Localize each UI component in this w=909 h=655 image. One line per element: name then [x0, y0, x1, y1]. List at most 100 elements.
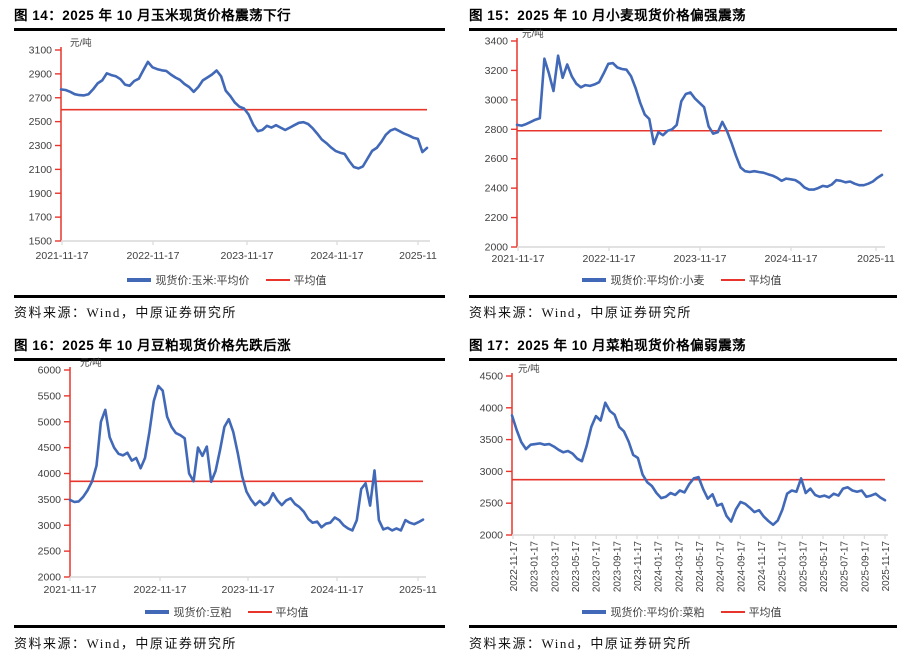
x-tick-label: 2024-09-17	[736, 541, 747, 593]
figure-17-bottom-rule	[469, 625, 897, 628]
y-tick-label: 3000	[485, 94, 509, 106]
figure-15-bottom-rule	[469, 295, 897, 298]
blue-line-swatch	[582, 610, 607, 614]
x-tick-label: 2025-11	[399, 250, 437, 262]
x-tick-label: 2022-11-17	[134, 584, 187, 596]
figure-14-legend: 现货价:玉米:平均价 平均值	[0, 272, 454, 288]
figure-15-legend: 现货价:平均价:小麦 平均值	[455, 272, 909, 288]
y-tick-label: 2600	[485, 153, 509, 165]
x-tick-label: 2022-11-17	[583, 253, 636, 265]
figure-17-title-rule	[469, 358, 897, 361]
y-tick-label: 2000	[480, 530, 504, 542]
legend-item-average: 平均值	[247, 604, 309, 620]
x-tick-label: 2025-07-17	[840, 541, 851, 593]
y-tick-label: 4500	[38, 442, 62, 454]
x-tick-label: 2025-11	[857, 253, 895, 265]
blue-line-swatch	[582, 278, 607, 282]
y-tick-label: 5500	[38, 390, 62, 402]
figure-16-legend: 现货价:豆粕 平均值	[0, 604, 454, 620]
figure-14-title: 图 14：2025 年 10 月玉米现货价格震荡下行	[14, 8, 292, 23]
red-line-swatch	[265, 279, 290, 281]
unit-label: 元/吨	[518, 363, 540, 375]
x-tick-label: 2024-03-17	[674, 541, 685, 593]
x-tick-label: 2023-11-17	[633, 541, 644, 592]
x-tick-label: 2023-07-17	[592, 541, 603, 593]
figure-15-source: 资料来源：Wind，中原证券研究所	[469, 305, 692, 320]
x-tick-label: 2021-11-17	[36, 250, 89, 262]
y-tick-label: 3400	[485, 36, 509, 48]
legend-series-label: 现货价:平均价:菜粕	[610, 607, 705, 619]
legend-item-average: 平均值	[720, 272, 782, 288]
legend-series-label: 现货价:豆粕	[173, 607, 232, 619]
legend-average-label: 平均值	[293, 275, 327, 287]
y-tick-label: 2400	[485, 183, 509, 195]
legend-item-average: 平均值	[265, 272, 327, 288]
y-tick-label: 2100	[29, 164, 53, 176]
x-tick-label: 2023-11-17	[674, 253, 727, 265]
figure-14-bottom-rule	[14, 295, 445, 298]
y-tick-label: 2000	[38, 572, 62, 584]
y-tick-label: 1900	[29, 188, 53, 200]
y-tick-label: 3500	[38, 494, 62, 506]
figure-14-title-rule	[14, 28, 445, 31]
x-tick-label: 2025-01-17	[778, 541, 789, 593]
red-line-swatch	[720, 611, 745, 613]
price-line	[59, 60, 429, 170]
figure-16-bottom-rule	[14, 625, 445, 628]
x-tick-label: 2024-11-17	[311, 584, 364, 596]
red-line-swatch	[720, 279, 745, 281]
y-tick-label: 2500	[480, 498, 504, 510]
x-tick-label: 2025-11-17	[881, 541, 892, 592]
figure-17-chart: 2000 2500 3000 3500 4000 4500 2022-11-17 2023-0…	[480, 363, 892, 593]
y-tick-label: 2000	[485, 242, 509, 254]
x-tick-label: 2023-11-17	[221, 250, 274, 262]
legend-item-series: 现货价:平均价:小麦	[582, 272, 705, 288]
y-tick-label: 2700	[29, 92, 53, 104]
figure-15-title-rule	[469, 28, 897, 31]
y-tick-label: 2200	[485, 212, 509, 224]
y-tick-label: 1500	[29, 236, 53, 248]
unit-label: 元/吨	[80, 357, 102, 369]
legend-average-label: 平均值	[748, 275, 782, 287]
x-tick-label: 2024-11-17	[757, 541, 768, 592]
x-tick-label: 2025-05-17	[819, 541, 830, 593]
figure-15-chart: 2000 2200 2400 2600 2800 3000 3200 3400 2021-11-…	[485, 28, 895, 265]
y-tick-label: 1700	[29, 212, 53, 224]
x-tick-label: 2023-05-17	[571, 541, 582, 593]
x-tick-label: 2023-03-17	[550, 541, 561, 593]
legend-average-label: 平均值	[748, 607, 782, 619]
red-line-swatch	[247, 611, 272, 613]
y-tick-label: 3000	[480, 466, 504, 478]
figure-17-source: 资料来源：Wind，中原证券研究所	[469, 636, 692, 651]
figure-16-chart: 2000 2500 3000 3500 4000 4500 5000 5500 6000 2021…	[38, 357, 437, 596]
x-tick-label: 2025-09-17	[860, 541, 871, 593]
y-tick-label: 2900	[29, 68, 53, 80]
figure-16-source: 资料来源：Wind，中原证券研究所	[14, 636, 237, 651]
blue-line-swatch	[127, 278, 152, 282]
figure-17-legend: 现货价:平均价:菜粕 平均值	[455, 604, 909, 620]
x-tick-label: 2025-03-17	[798, 541, 809, 593]
legend-item-average: 平均值	[720, 604, 782, 620]
y-tick-label: 6000	[38, 365, 62, 377]
y-tick-label: 3000	[38, 520, 62, 532]
x-tick-label: 2022-11-17	[509, 541, 520, 592]
y-tick-label: 3200	[485, 65, 509, 77]
legend-item-series: 现货价:平均价:菜粕	[582, 604, 705, 620]
y-tick-label: 2500	[38, 546, 62, 558]
x-tick-label: 2024-05-17	[695, 541, 706, 593]
legend-item-series: 现货价:玉米:平均价	[127, 272, 250, 288]
blue-line-swatch	[145, 610, 170, 614]
x-tick-label: 2021-11-17	[492, 253, 545, 265]
x-tick-label: 2022-11-17	[127, 250, 180, 262]
y-tick-label: 3100	[29, 45, 53, 57]
figure-16-title-rule	[14, 358, 445, 361]
x-tick-label: 2025-11	[399, 584, 437, 596]
x-tick-label: 2021-11-17	[44, 584, 97, 596]
x-tick-label: 2024-01-17	[654, 541, 665, 593]
y-tick-label: 4000	[38, 468, 62, 480]
legend-average-label: 平均值	[275, 607, 309, 619]
x-tick-label: 2023-09-17	[612, 541, 623, 593]
x-tick-label: 2024-11-17	[765, 253, 818, 265]
figure-14-chart: 1500 1700 1900 2100 2300 2500 2700 2900 3100 2021…	[29, 37, 437, 262]
figure-15-title: 图 15：2025 年 10 月小麦现货价格偏强震荡	[469, 8, 747, 23]
